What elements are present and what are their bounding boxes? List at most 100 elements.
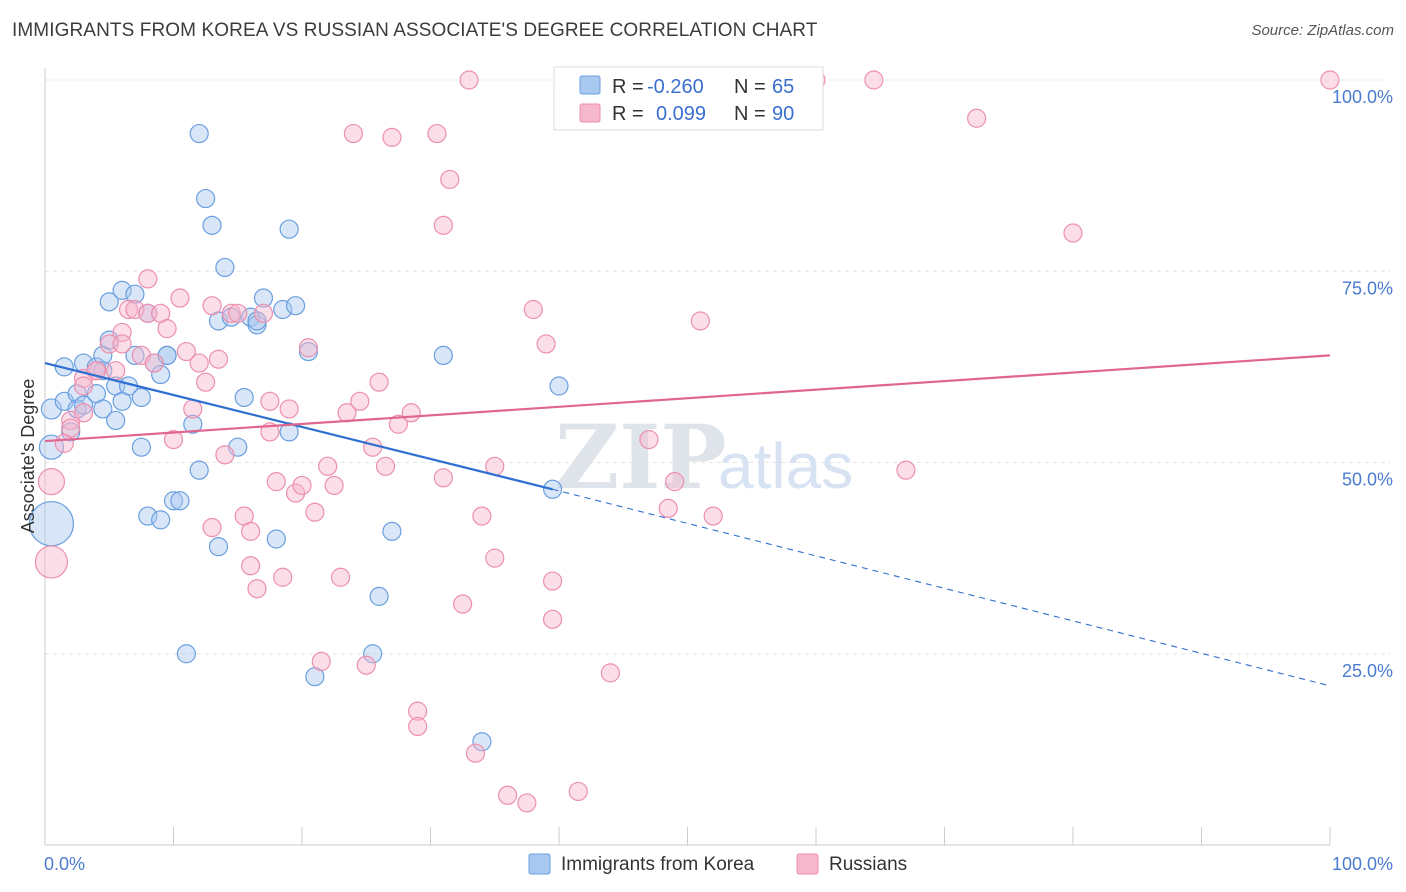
korea-point-62 (472, 732, 492, 752)
russians-point-1 (34, 545, 69, 579)
russians-point-59 (382, 127, 402, 147)
korea-point-14 (93, 399, 113, 419)
bottom-legend-swatch-russians (796, 853, 819, 875)
korea-point-49 (247, 311, 267, 331)
russians-point-4 (61, 418, 81, 438)
russians-point-92 (1320, 70, 1340, 90)
russians-point-57 (369, 372, 389, 392)
x-tick-label-0: 0.0% (44, 854, 85, 874)
legend-r-label-korea: R = (612, 76, 644, 98)
source-label: Source: ZipAtlas.com (1251, 22, 1394, 39)
watermark-atlas: atlas (718, 430, 853, 502)
russians-point-25 (183, 399, 203, 419)
russians-trend-line (44, 354, 1331, 443)
russians-point-45 (292, 475, 312, 496)
y-tick-label-2: 50.0% (1342, 470, 1393, 490)
korea-point-60 (382, 521, 402, 541)
korea-point-0 (40, 398, 63, 420)
russians-point-33 (228, 303, 248, 323)
russians-point-73 (485, 548, 505, 568)
russians-point-40 (260, 391, 280, 411)
russians-point-37 (247, 579, 267, 599)
russians-point-71 (472, 506, 492, 526)
russians-point-53 (343, 123, 363, 144)
russians-point-41 (266, 472, 286, 492)
korea-point-23 (125, 345, 145, 365)
trend-lines (44, 354, 1331, 687)
russians-point-5 (73, 403, 94, 423)
tick-labels: 100.0% 75.0% 50.0% 25.0% 0.0% 100.0% (44, 87, 1393, 874)
legend-swatch-korea (579, 75, 601, 95)
russians-point-22 (163, 429, 184, 450)
russians-point-66 (433, 215, 453, 235)
axes (44, 68, 1331, 846)
korea-point-55 (285, 296, 306, 316)
korea-point-29 (151, 510, 171, 530)
russians-point-85 (690, 311, 710, 331)
korea-point-33 (163, 491, 184, 511)
russians-point-54 (350, 391, 370, 411)
russians-point-23 (170, 288, 190, 308)
korea-point-35 (176, 644, 196, 664)
russians-point-31 (215, 445, 235, 465)
korea-point-24 (131, 437, 151, 457)
russians-point-68 (453, 594, 473, 614)
russians-point-46 (298, 338, 319, 358)
legend-r-value-korea: -0.260 (647, 76, 704, 98)
korea-point-9 (73, 395, 94, 415)
russians-point-78 (542, 609, 563, 629)
russians-point-28 (202, 517, 222, 538)
y-tick-label-0: 100.0% (1332, 87, 1393, 107)
russians-point-70 (465, 743, 486, 763)
russians-point-18 (138, 269, 158, 289)
russians-point-30 (208, 349, 229, 369)
russians-point-0 (37, 468, 66, 496)
russians-point-48 (311, 651, 331, 672)
russians-point-42 (273, 567, 293, 587)
russians-point-12 (112, 322, 132, 343)
russians-point-14 (118, 299, 139, 320)
russians-point-80 (568, 781, 588, 802)
russians-point-7 (73, 376, 94, 396)
legend: R = -0.260 N = 65 R = 0.099 N = 90 (553, 66, 824, 131)
korea-point-36 (183, 414, 203, 434)
y-tick-label-3: 25.0% (1342, 661, 1393, 681)
russians-point-15 (125, 299, 145, 320)
korea-point-18 (106, 410, 126, 431)
bottom-legend-swatch-korea (528, 853, 551, 875)
korea-point-52 (273, 299, 293, 320)
legend-swatch-russians (579, 103, 601, 123)
korea-point-20 (112, 280, 132, 300)
korea-point-43 (215, 257, 235, 278)
russians-point-88 (864, 70, 884, 90)
russians-point-24 (176, 341, 196, 362)
russians-point-84 (665, 472, 685, 492)
legend-r-value-russians: 0.099 (656, 103, 706, 125)
legend-n-label-russians: N = (734, 103, 766, 125)
russians-point-44 (285, 483, 306, 503)
korea-point-61 (433, 345, 453, 365)
y-tick-label-1: 75.0% (1342, 278, 1393, 298)
russians-point-89 (896, 460, 916, 480)
korea-point-30 (151, 364, 171, 385)
korea-point-42 (208, 537, 229, 557)
russians-point-74 (498, 785, 518, 805)
russians-point-91 (1063, 223, 1083, 243)
russians-point-63 (408, 716, 428, 737)
russians-point-81 (600, 663, 621, 683)
x-tick-label-1: 100.0% (1332, 854, 1393, 874)
watermark: ZIP atlas (555, 405, 853, 509)
legend-n-label-korea: N = (734, 76, 766, 98)
russians-point-77 (536, 334, 556, 354)
korea-point-53 (279, 219, 299, 239)
russians-point-83 (658, 498, 678, 518)
russians-point-27 (196, 372, 216, 392)
korea-point-39 (196, 188, 216, 209)
korea-point-46 (234, 387, 254, 408)
chart-title: IMMIGRANTS FROM KOREA VS RUSSIAN ASSOCIA… (12, 20, 818, 41)
korea-point-59 (369, 586, 389, 606)
russians-point-19 (144, 353, 164, 373)
russians-point-38 (253, 303, 274, 323)
russians-point-43 (279, 399, 299, 419)
